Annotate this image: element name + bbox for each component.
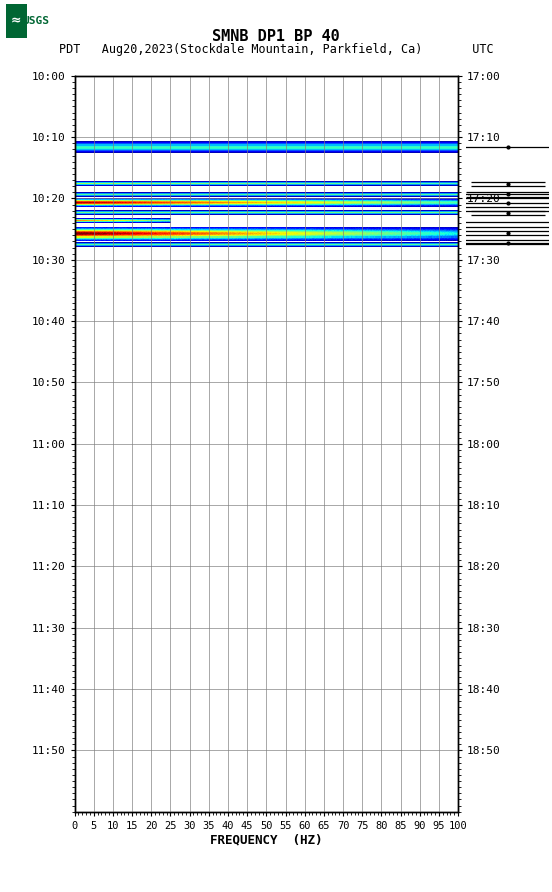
Text: PDT   Aug20,2023(Stockdale Mountain, Parkfield, Ca)       UTC: PDT Aug20,2023(Stockdale Mountain, Parkf… bbox=[59, 43, 493, 56]
Bar bbox=[6, 4, 26, 38]
Text: USGS: USGS bbox=[23, 16, 50, 27]
X-axis label: FREQUENCY  (HZ): FREQUENCY (HZ) bbox=[210, 833, 322, 847]
Text: ≈: ≈ bbox=[10, 15, 21, 28]
Text: SMNB DP1 BP 40: SMNB DP1 BP 40 bbox=[212, 29, 340, 45]
